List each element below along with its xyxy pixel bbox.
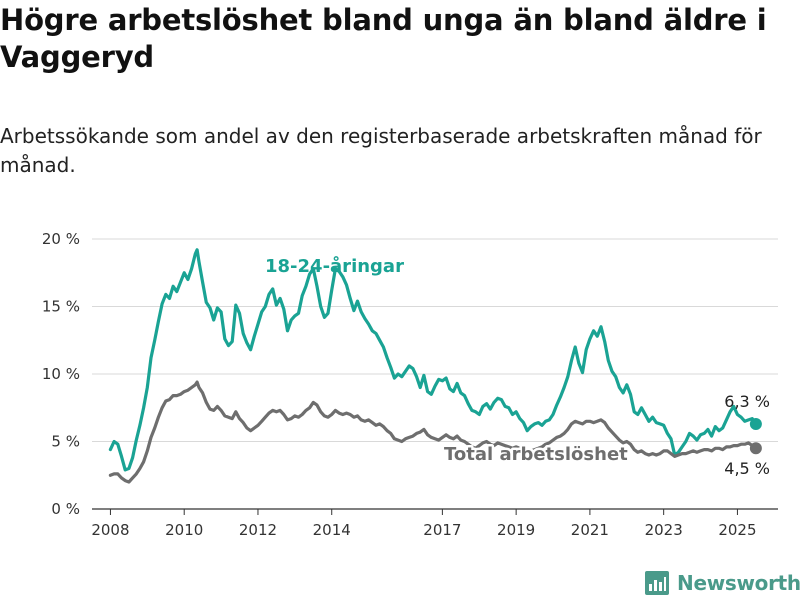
grid-layer: 0 % 5 % 10 % 15 % 20 % 2008 2010 2012 2014 2017 20… — [42, 230, 778, 539]
x-tick-label: 2023 — [645, 521, 683, 539]
series-label-total: Total arbetslöshet — [444, 444, 628, 465]
series-line-youth — [108, 248, 758, 472]
x-tick-label: 2025 — [718, 521, 756, 539]
series-line-total — [108, 380, 758, 484]
x-tick-label: 2010 — [165, 521, 203, 539]
x-tick-label: 2012 — [239, 521, 277, 539]
series-endpoint-total — [749, 442, 762, 455]
bar-chart-logo-icon — [645, 571, 669, 595]
x-tick-label: 2017 — [423, 521, 461, 539]
y-tick-label: 10 % — [42, 365, 80, 383]
y-tick-label: 5 % — [51, 433, 80, 451]
y-tick-label: 20 % — [42, 230, 80, 248]
label-layer: 18-24-åringar Total arbetslöshet 6,3 % 4,5 … — [265, 255, 770, 478]
newsworthy-logo: Newsworthy — [645, 569, 800, 597]
x-tick-label: 2019 — [497, 521, 535, 539]
series-label-youth: 18-24-åringar — [265, 255, 404, 277]
chart-title: Högre arbetslöshet bland unga än bland ä… — [0, 3, 767, 74]
y-tick-label: 15 % — [42, 298, 80, 316]
x-tick-label: 2008 — [91, 521, 129, 539]
brand-name: Newsworthy — [677, 571, 800, 595]
x-tick-label: 2014 — [313, 521, 351, 539]
y-tick-label: 0 % — [51, 500, 80, 518]
end-value-label-total: 4,5 % — [724, 459, 770, 478]
series-layer — [108, 248, 762, 484]
x-tick-label: 2021 — [571, 521, 609, 539]
end-value-label-youth: 6,3 % — [724, 392, 770, 411]
chart-subtitle: Arbetssökande som andel av den registerb… — [0, 124, 762, 177]
series-endpoint-youth — [749, 417, 762, 430]
